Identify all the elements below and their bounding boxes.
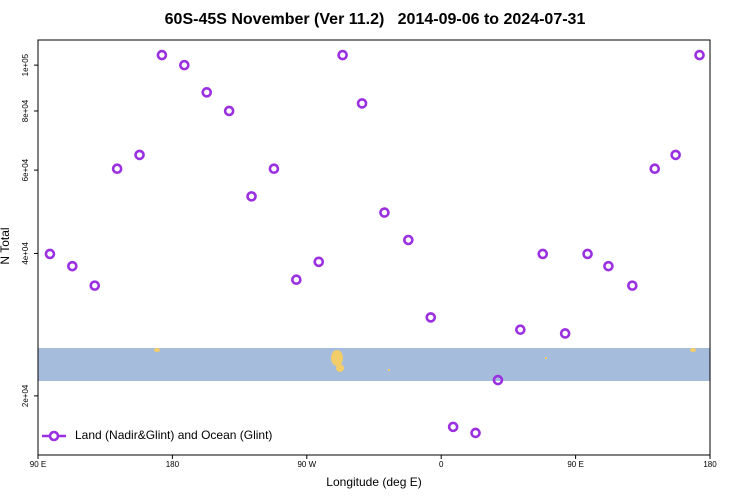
legend-marker xyxy=(48,430,60,442)
point xyxy=(603,260,614,272)
y-tick-label: 6e+04 xyxy=(21,158,30,181)
point xyxy=(379,207,390,218)
y-tick-label: 1e+05 xyxy=(21,53,30,76)
plot-frame xyxy=(37,39,711,456)
point xyxy=(337,49,348,61)
point xyxy=(670,149,681,161)
point xyxy=(403,234,414,246)
point xyxy=(179,59,190,71)
point xyxy=(356,98,368,109)
x-tick-label: 90 W xyxy=(297,460,316,469)
point xyxy=(268,163,280,175)
y-tick-label: 2e+04 xyxy=(21,384,30,407)
point xyxy=(582,248,593,260)
x-tick-label: 90 E xyxy=(30,460,46,469)
point xyxy=(515,324,526,335)
point xyxy=(89,280,101,291)
point xyxy=(447,421,459,433)
x-tick-label: 180 xyxy=(166,460,180,469)
point xyxy=(537,248,549,260)
point xyxy=(201,87,213,98)
y-tick-label: 4e+04 xyxy=(21,242,30,265)
point xyxy=(492,374,504,386)
point xyxy=(559,328,571,339)
point xyxy=(111,163,123,175)
point xyxy=(627,280,638,291)
chart-title: 60S-45S November (Ver 11.2) 2014-09-06 t… xyxy=(165,11,586,28)
y-axis-label: N Total xyxy=(0,227,12,264)
point xyxy=(313,256,325,268)
point xyxy=(134,149,145,161)
point xyxy=(649,163,661,175)
x-tick-label: 180 xyxy=(703,460,717,469)
point xyxy=(470,427,481,439)
point xyxy=(291,274,302,285)
x-axis-label: Longitude (deg E) xyxy=(326,475,421,489)
point xyxy=(425,312,437,323)
point xyxy=(694,49,705,61)
point xyxy=(246,191,257,202)
legend-label: Land (Nadir&Glint) and Ocean (Glint) xyxy=(75,428,272,442)
point xyxy=(156,49,168,61)
point xyxy=(67,260,78,272)
point xyxy=(223,105,235,117)
x-tick-label: 90 E xyxy=(567,460,583,469)
x-tick-label: 0 xyxy=(439,460,444,469)
point xyxy=(44,248,56,260)
map-strip xyxy=(38,348,710,381)
y-tick-label: 8e+04 xyxy=(21,99,30,122)
